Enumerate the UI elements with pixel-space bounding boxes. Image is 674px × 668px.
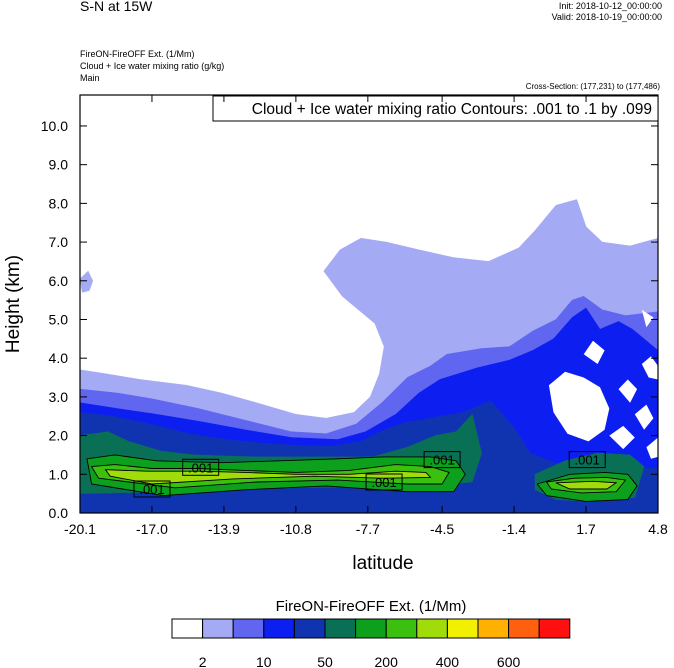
extinction-region-level-0 [641, 309, 654, 328]
colorbar-label: 600 [497, 654, 521, 668]
colorbar-swatch [202, 618, 234, 639]
y-tick-label: 0.0 [49, 505, 69, 521]
extinction-fill-layer [80, 199, 658, 513]
contour-label: .001 [139, 482, 164, 497]
axes: -20.1 -17.0 -13.9 -10.8 -7.7 -4.5 -1.4 1.7 4.8 0.… [41, 95, 668, 537]
colorbar-label: 50 [317, 654, 333, 668]
colorbar-label: 2 [199, 654, 207, 668]
x-tick-label: -10.8 [280, 521, 312, 537]
extinction-region-level-0 [618, 379, 638, 403]
y-tick-label: 9.0 [49, 157, 69, 173]
x-tick-label: -4.5 [430, 521, 454, 537]
contour-label-box [365, 473, 403, 491]
contour-label-box [568, 451, 606, 469]
colorbar-label: 10 [256, 654, 272, 668]
extinction-region-level-0 [641, 356, 658, 380]
y-tick-label: 2.0 [49, 428, 69, 444]
cloud-contour-line [86, 454, 466, 497]
contour-label: .001 [575, 453, 600, 468]
info-line-cloud-ice: Cloud + Ice water mixing ratio (g/kg) [80, 61, 225, 71]
contour-label-box [182, 458, 220, 476]
colorbar-swatch [385, 618, 418, 639]
x-tick-label: -13.9 [208, 521, 240, 537]
contour-label: .001 [371, 475, 396, 490]
cloud-contour-line [104, 469, 432, 485]
contour-label: .001 [429, 453, 454, 468]
x-tick-label: -20.1 [64, 521, 96, 537]
y-tick-label: 10.0 [41, 118, 68, 134]
y-axis-label: Height (km) [3, 255, 24, 353]
contour-title-box: Cloud + Ice water mixing ratio Contours:… [212, 95, 659, 122]
init-time: Init: 2018-10-12_00:00:00 [558, 1, 662, 11]
colorbar: FireON-FireOFF Ext. (1/Mm) 2 10 50 200 400 60… [171, 598, 571, 668]
colorbar-swatch [416, 618, 448, 639]
extinction-region-level-0 [609, 425, 635, 450]
plot-frame [79, 94, 659, 514]
extinction-region-level-0 [548, 371, 610, 442]
colorbar-label: 400 [436, 654, 460, 668]
x-tick-label: 4.8 [648, 521, 668, 537]
extinction-region-level-0 [634, 404, 654, 430]
colorbar-swatch [508, 618, 540, 639]
contour-label: .001 [188, 460, 213, 475]
colorbar-swatch [324, 618, 357, 639]
contour-label-box [423, 451, 461, 469]
valid-time: Valid: 2018-10-19_00:00:00 [551, 12, 662, 22]
colorbar-label: 200 [375, 654, 399, 668]
y-tick-label: 1.0 [49, 466, 69, 482]
colorbar-swatch [232, 618, 265, 639]
y-tick-label: 4.0 [49, 350, 69, 366]
colorbar-swatch [446, 618, 479, 639]
colorbar-swatch [263, 618, 295, 639]
info-line-main: Main [80, 73, 100, 83]
colorbar-title: FireON-FireOFF Ext. (1/Mm) [276, 598, 467, 615]
cloud-contour-line [545, 476, 627, 494]
x-tick-label: -7.7 [356, 521, 380, 537]
extinction-region-level-1 [80, 270, 94, 293]
plot-title: S-N at 15W [80, 0, 153, 14]
contour-title: Cloud + Ice water mixing ratio Contours:… [252, 101, 652, 118]
info-line-extinction: FireON-FireOFF Ext. (1/Mm) [80, 49, 195, 59]
title-box-frame [212, 95, 659, 122]
x-axis-label: latitude [352, 553, 413, 574]
x-tick-label: -1.4 [502, 521, 526, 537]
colorbar-swatch [538, 618, 571, 639]
colorbar-swatch [477, 618, 510, 639]
extinction-region-level-0 [646, 437, 658, 459]
y-tick-label: 7.0 [49, 234, 69, 250]
y-tick-label: 3.0 [49, 389, 69, 405]
y-tick-label: 8.0 [49, 195, 69, 211]
contour-label-box [133, 480, 171, 498]
cloud-contour-line [555, 480, 618, 490]
contour-labels: .001 .001 .001 .001 .001 [133, 451, 606, 498]
x-tick-label: -17.0 [136, 521, 168, 537]
cross-section-label: Cross-Section: (177,231) to (177,486) [525, 82, 660, 91]
cloud-contour-line [536, 471, 638, 502]
y-tick-label: 5.0 [49, 311, 69, 327]
extinction-region-level-0 [583, 340, 605, 364]
colorbar-swatch [355, 618, 387, 639]
x-tick-label: 1.7 [576, 521, 596, 537]
y-tick-label: 6.0 [49, 273, 69, 289]
colorbar-swatch [293, 618, 326, 639]
colorbar-swatch [171, 618, 204, 639]
